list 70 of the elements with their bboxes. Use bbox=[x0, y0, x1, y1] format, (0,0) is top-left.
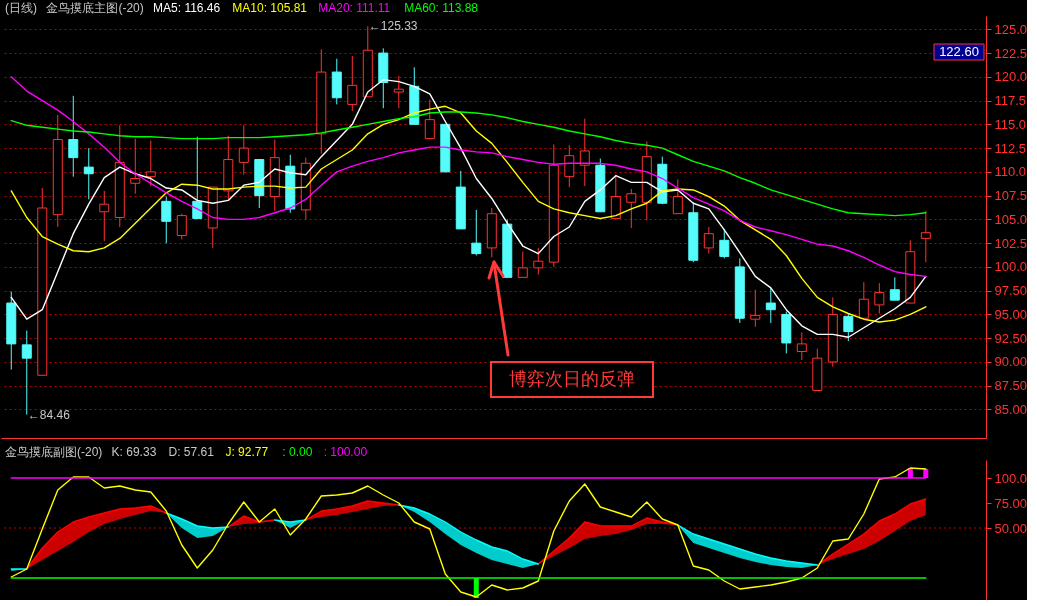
candlestick bbox=[161, 196, 172, 244]
line-series bbox=[10, 467, 927, 598]
y-tick-label: 125.0 bbox=[994, 21, 1028, 37]
text: MA60: 113.88 bbox=[404, 1, 479, 15]
candlestick bbox=[626, 188, 637, 229]
candlestick bbox=[533, 247, 544, 276]
y-tick-label: 107.5 bbox=[994, 188, 1028, 204]
candlestick bbox=[796, 332, 807, 361]
y-tick-label: 102.5 bbox=[994, 235, 1028, 251]
y-tick-label: 87.50 bbox=[994, 378, 1028, 394]
y-tick-label: 105.0 bbox=[994, 211, 1028, 227]
y-tick-label: 115.0 bbox=[994, 116, 1027, 132]
candlestick bbox=[347, 55, 358, 112]
candlestick bbox=[920, 210, 931, 263]
candlestick bbox=[672, 178, 683, 215]
candlestick bbox=[393, 75, 404, 109]
candlestick bbox=[145, 140, 156, 187]
candlestick bbox=[471, 209, 482, 257]
y-tick-label: 120.0 bbox=[994, 69, 1028, 85]
candlestick bbox=[564, 144, 575, 188]
y-tick-label: 122.5 bbox=[994, 45, 1028, 61]
chart-title: 金鸟摸底主图(-20) bbox=[46, 1, 144, 15]
candlestick bbox=[424, 99, 435, 140]
annotation: ←125.33 bbox=[368, 19, 418, 34]
candlestick bbox=[858, 281, 869, 319]
candlestick bbox=[68, 95, 79, 178]
candlestick bbox=[579, 118, 590, 187]
series-label: : 100.00 bbox=[323, 445, 368, 459]
y-tick-label: 95.00 bbox=[994, 306, 1028, 322]
text: J: 92.77 bbox=[225, 445, 269, 459]
candlestick bbox=[130, 138, 141, 195]
text: 122.60 bbox=[939, 44, 979, 59]
y-tick-label: 97.50 bbox=[994, 283, 1028, 299]
candlestick bbox=[703, 226, 714, 255]
candlestick bbox=[889, 276, 900, 301]
y-tick-label: 85.00 bbox=[994, 401, 1028, 417]
line-series bbox=[10, 78, 927, 338]
chart-title: 金鸟摸底副图(-20) bbox=[5, 445, 103, 459]
text: : 0.00 bbox=[282, 445, 313, 459]
y-tick-label: 90.00 bbox=[994, 354, 1028, 370]
candlestick bbox=[719, 228, 730, 259]
candlestick bbox=[517, 251, 528, 278]
annotation: 博弈次日的反弹 bbox=[509, 369, 635, 389]
candlestick bbox=[99, 190, 110, 242]
candlestick bbox=[238, 124, 249, 176]
text: K: 69.33 bbox=[111, 445, 157, 459]
y-tick-label: 100.0 bbox=[994, 470, 1028, 486]
y-tick-label: 112.5 bbox=[994, 140, 1027, 156]
y-tick-label: 100.0 bbox=[994, 259, 1028, 275]
text: D: 57.61 bbox=[168, 445, 215, 459]
candlestick bbox=[192, 136, 203, 220]
candlestick bbox=[843, 312, 854, 342]
y-tick-label: 92.50 bbox=[994, 330, 1028, 346]
annotation: ←84.46 bbox=[27, 407, 71, 422]
y-tick-label: 50.00 bbox=[994, 520, 1028, 536]
y-tick-label: 110.0 bbox=[994, 164, 1027, 180]
line-series bbox=[10, 111, 927, 217]
text: MA10: 105.81 bbox=[232, 1, 308, 15]
candlestick bbox=[176, 213, 187, 240]
text: MA5: 116.46 bbox=[153, 1, 221, 15]
y-tick-label: 75.00 bbox=[994, 495, 1028, 511]
candlestick bbox=[750, 289, 761, 328]
y-tick-label: 117.5 bbox=[994, 93, 1027, 109]
candlestick bbox=[874, 282, 885, 314]
line-series bbox=[10, 76, 927, 278]
candlestick bbox=[83, 147, 94, 200]
candlestick bbox=[21, 330, 32, 416]
chart-subtitle: (日线) bbox=[5, 1, 37, 15]
text: MA20: 111.11 bbox=[318, 1, 391, 15]
candlestick bbox=[765, 287, 776, 324]
